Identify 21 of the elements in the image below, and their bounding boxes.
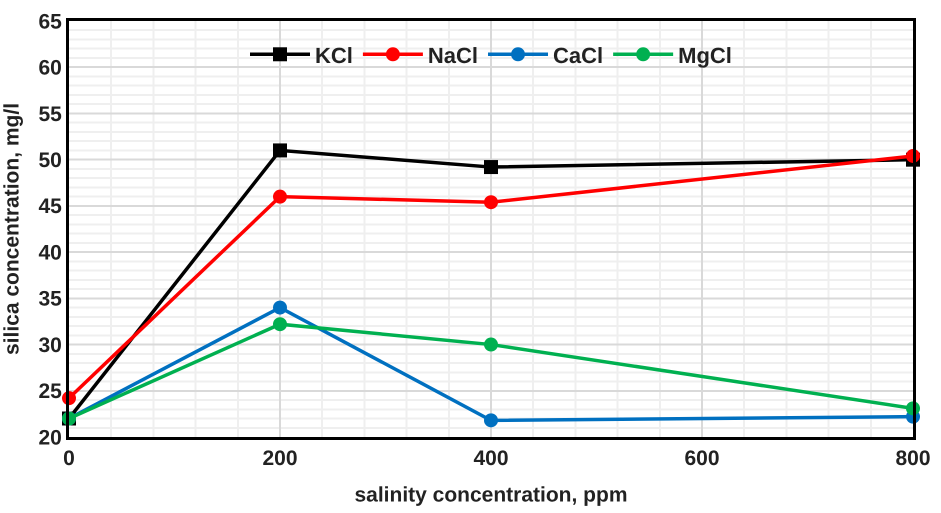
y-tick-label: 25 [38,380,62,404]
y-tick-label: 35 [38,288,62,311]
legend-label: MgCl [678,42,732,68]
y-tick-label: 45 [38,195,62,218]
x-tick-label: 0 [63,447,75,470]
y-tick-label: 55 [38,102,62,126]
x-tick-label: 200 [262,447,298,470]
y-tick-label: 20 [38,426,62,450]
y-tick-label: 60 [38,56,62,80]
x-axis-title: salinity concentration, ppm [354,483,628,506]
y-tick-label: 50 [38,149,62,172]
x-tick-label: 600 [684,447,720,470]
legend-label: NaCl [428,42,478,68]
y-tick-label: 40 [38,241,62,264]
y-axis-title: silica concentration, mg/l [0,102,24,356]
x-tick-label: 400 [473,447,509,470]
y-tick-label: 65 [38,10,62,34]
y-tick-label: 30 [38,334,62,357]
x-tick-label: 800 [895,447,931,470]
legend-label: CaCl [553,42,604,68]
legend-label: KCl [315,42,353,68]
